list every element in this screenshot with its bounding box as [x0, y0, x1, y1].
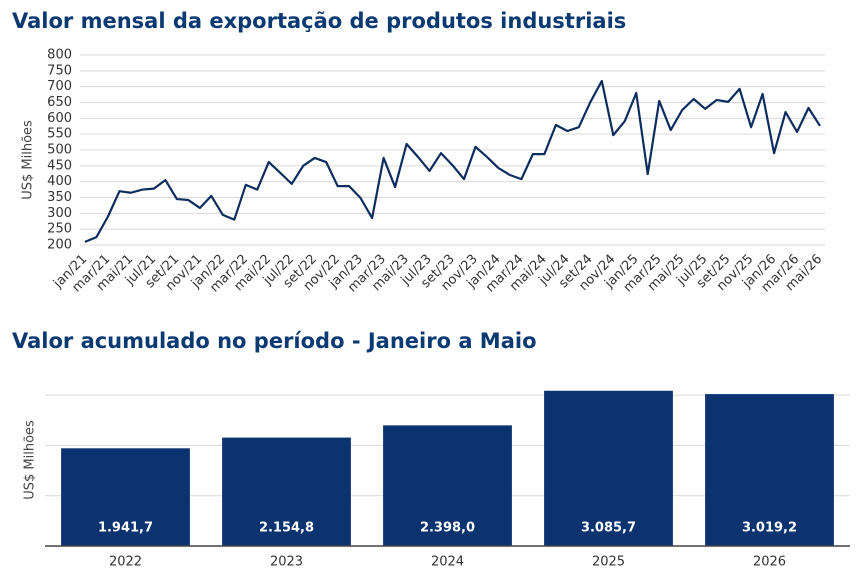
value-label: 2.398,0 — [420, 521, 475, 536]
y-tick-label: 450 — [47, 158, 72, 173]
x-tick-label: 2022 — [109, 555, 142, 570]
bar — [544, 390, 673, 546]
value-label: 3.019,2 — [742, 521, 797, 536]
x-tick-label: 2025 — [592, 555, 625, 570]
x-tick-label: 2026 — [753, 555, 786, 570]
y-tick-label: 200 — [47, 238, 72, 253]
y-axis-title: US$ Milhões — [21, 120, 36, 200]
y-tick-label: 400 — [47, 174, 72, 189]
y-tick-label: 700 — [47, 79, 72, 94]
y-tick-label: 800 — [47, 48, 72, 63]
x-tick-label: 2024 — [431, 555, 464, 570]
bar — [383, 425, 512, 546]
y-tick-label: 750 — [47, 63, 72, 78]
value-label: 1.941,7 — [98, 521, 153, 536]
y-tick-label: 550 — [47, 127, 72, 142]
y-tick-label: 300 — [47, 206, 72, 221]
y-tick-label: 650 — [47, 95, 72, 110]
value-label: 3.085,7 — [581, 521, 636, 536]
chart-title: Valor mensal da exportação de produtos i… — [12, 9, 626, 33]
value-label: 2.154,8 — [259, 521, 314, 536]
bar — [222, 437, 351, 546]
y-tick-label: 350 — [47, 190, 72, 205]
y-tick-label: 250 — [47, 222, 72, 237]
y-tick-label: 600 — [47, 111, 72, 126]
bar — [61, 448, 190, 546]
y-axis-title: US$ Milhões — [23, 420, 38, 500]
data-line — [84, 79, 821, 243]
y-tick-label: 500 — [47, 143, 72, 158]
x-tick-label: 2023 — [270, 555, 303, 570]
chart-title: Valor acumulado no período - Janeiro a M… — [12, 329, 537, 353]
bar — [705, 394, 834, 546]
